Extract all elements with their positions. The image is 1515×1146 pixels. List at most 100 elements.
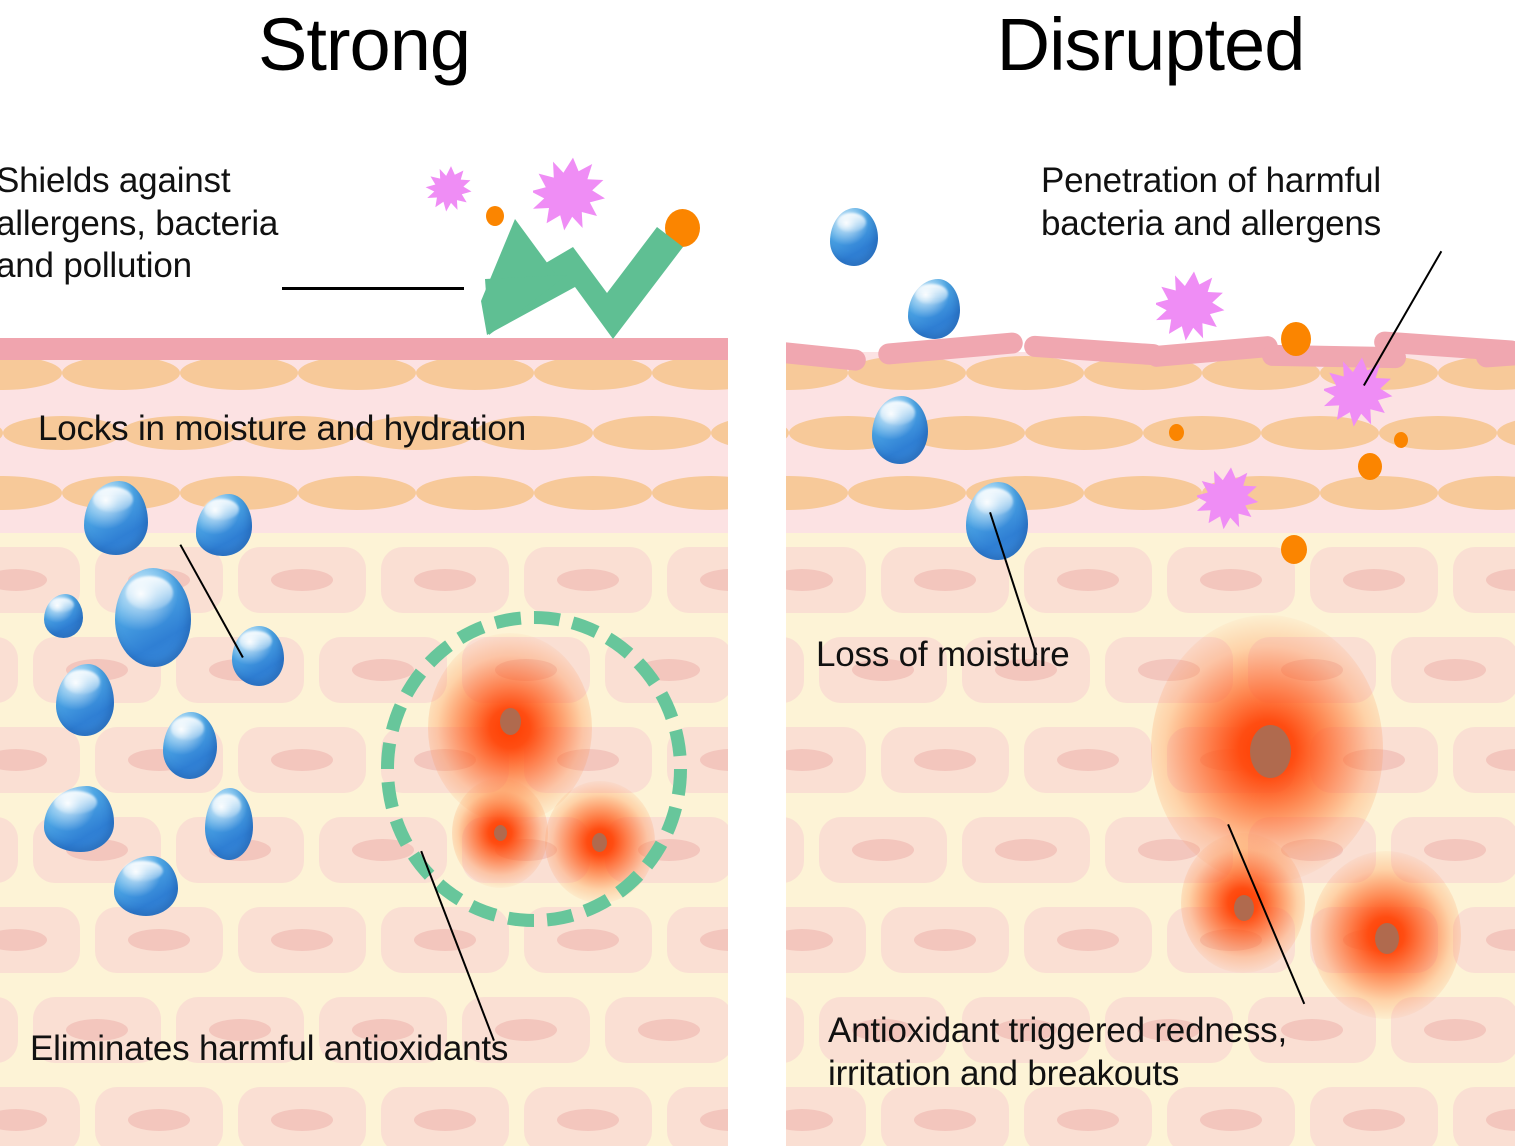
dermis-cell-nucleus [786,569,833,591]
dermis-cell [1105,997,1233,1063]
dermis-cell-nucleus [0,929,47,951]
epidermis-layer-strong [0,360,728,533]
dermis-cell-nucleus [914,929,976,951]
water-droplet-icon [872,396,928,464]
dermis-cell-nucleus [914,749,976,771]
dermis-cell [319,637,447,703]
dermis-cell-nucleus [852,839,914,861]
dashed-highlight-circle [381,611,687,927]
callout-locks-in-moisture: Locks in moisture and hydration [38,409,526,448]
bacteria-star-icon [1197,466,1265,534]
water-droplet-icon [232,626,284,686]
dermis-cell [786,727,866,793]
dermis-cell-nucleus [995,839,1057,861]
dermis-cell [0,637,18,703]
dermis-cell [1024,1087,1152,1146]
dermis-cell-nucleus [1424,1019,1486,1041]
dermis-cell-nucleus [638,1019,700,1041]
water-droplet-icon [56,664,114,736]
dermis-cell-nucleus [414,569,476,591]
dermis-cell [462,997,590,1063]
allergen-dot-icon [1281,322,1311,356]
dermis-cell-nucleus [209,1019,271,1041]
dermis-cell-nucleus [352,1019,414,1041]
callout-penetration: Penetration of harmful bacteria and alle… [1041,161,1381,243]
dermis-cell [1167,547,1295,613]
dermis-cell-nucleus [1424,659,1486,681]
dermis-cell-nucleus [914,569,976,591]
dermis-cell-nucleus [1057,929,1119,951]
dermis-cell [962,817,1090,883]
dermis-layer-disrupted [786,533,1515,1146]
dermis-cell [238,547,366,613]
dermis-cell [238,907,366,973]
dermis-cell-nucleus [1057,1109,1119,1131]
dermis-cell [962,637,1090,703]
dermis-cell [524,907,652,973]
dermis-cell [33,997,161,1063]
dermis-layer-strong [0,533,728,1146]
inflammation-core [1234,895,1254,921]
dermis-cell [1024,907,1152,973]
dermis-cell-nucleus [0,569,47,591]
dermis-cell-nucleus [1486,929,1515,951]
dermis-cell-nucleus [1343,569,1405,591]
dermis-cell [1453,547,1515,613]
dermis-cell [95,907,223,973]
dermis-cell [1310,1087,1438,1146]
dermis-cell [0,727,80,793]
panel-title-disrupted: Disrupted [996,3,1306,86]
dermis-cell [881,907,1009,973]
water-droplet-icon [966,482,1028,560]
dermis-cell [95,1087,223,1146]
callout-loss-of-moisture: Loss of moisture [816,635,1070,674]
dermis-cell [524,547,652,613]
dermis-cell-nucleus [786,929,833,951]
dermis-cell-nucleus [352,839,414,861]
inflammation-core [1375,923,1399,954]
dermis-cell-nucleus [414,1109,476,1131]
dermis-cell [176,997,304,1063]
dermis-cell [0,997,18,1063]
dermis-cell [667,1087,728,1146]
dermis-cell [1167,1087,1295,1146]
water-droplet-icon [114,856,178,916]
dermis-cell-nucleus [0,749,47,771]
dermis-cell [786,1087,866,1146]
panel-title-strong: Strong [257,3,471,86]
allergen-dot-icon [1281,535,1307,564]
dermis-cell-nucleus [1138,839,1200,861]
dermis-cell [524,1087,652,1146]
dermis-cell-nucleus [1486,1109,1515,1131]
dermis-cell [819,997,947,1063]
leader-line-shields [282,287,464,290]
water-droplet-icon [908,279,960,339]
allergen-dot-icon [1394,432,1408,448]
dermis-cell [381,547,509,613]
dermis-cell [786,637,804,703]
dermis-cell-nucleus [852,1019,914,1041]
dermis-cell [786,997,804,1063]
dermis-cell-nucleus [557,1109,619,1131]
dermis-cell-nucleus [914,1109,976,1131]
bacteria-star-icon [533,156,613,236]
barrier-shard [1475,342,1515,369]
dermis-cell-nucleus [700,749,728,771]
water-droplet-icon [44,786,114,852]
dermis-cell [0,907,80,973]
dermis-cell-nucleus [352,659,414,681]
dermis-cell-nucleus [271,749,333,771]
dermis-cell [1391,637,1515,703]
dermis-cell-nucleus [1424,839,1486,861]
water-droplet-icon [44,594,83,638]
dermis-cell-nucleus [495,1019,557,1041]
dermis-cell-nucleus [1343,1109,1405,1131]
dermis-cell-nucleus [1486,749,1515,771]
dermis-cell-nucleus [700,1109,728,1131]
dermis-cell [605,997,728,1063]
dermis-cell-nucleus [66,1019,128,1041]
dermis-cell-nucleus [786,1109,833,1131]
callout-eliminates-antioxidants: Eliminates harmful antioxidants [30,1029,509,1068]
dermis-cell [819,817,947,883]
dermis-cell-nucleus [557,929,619,951]
